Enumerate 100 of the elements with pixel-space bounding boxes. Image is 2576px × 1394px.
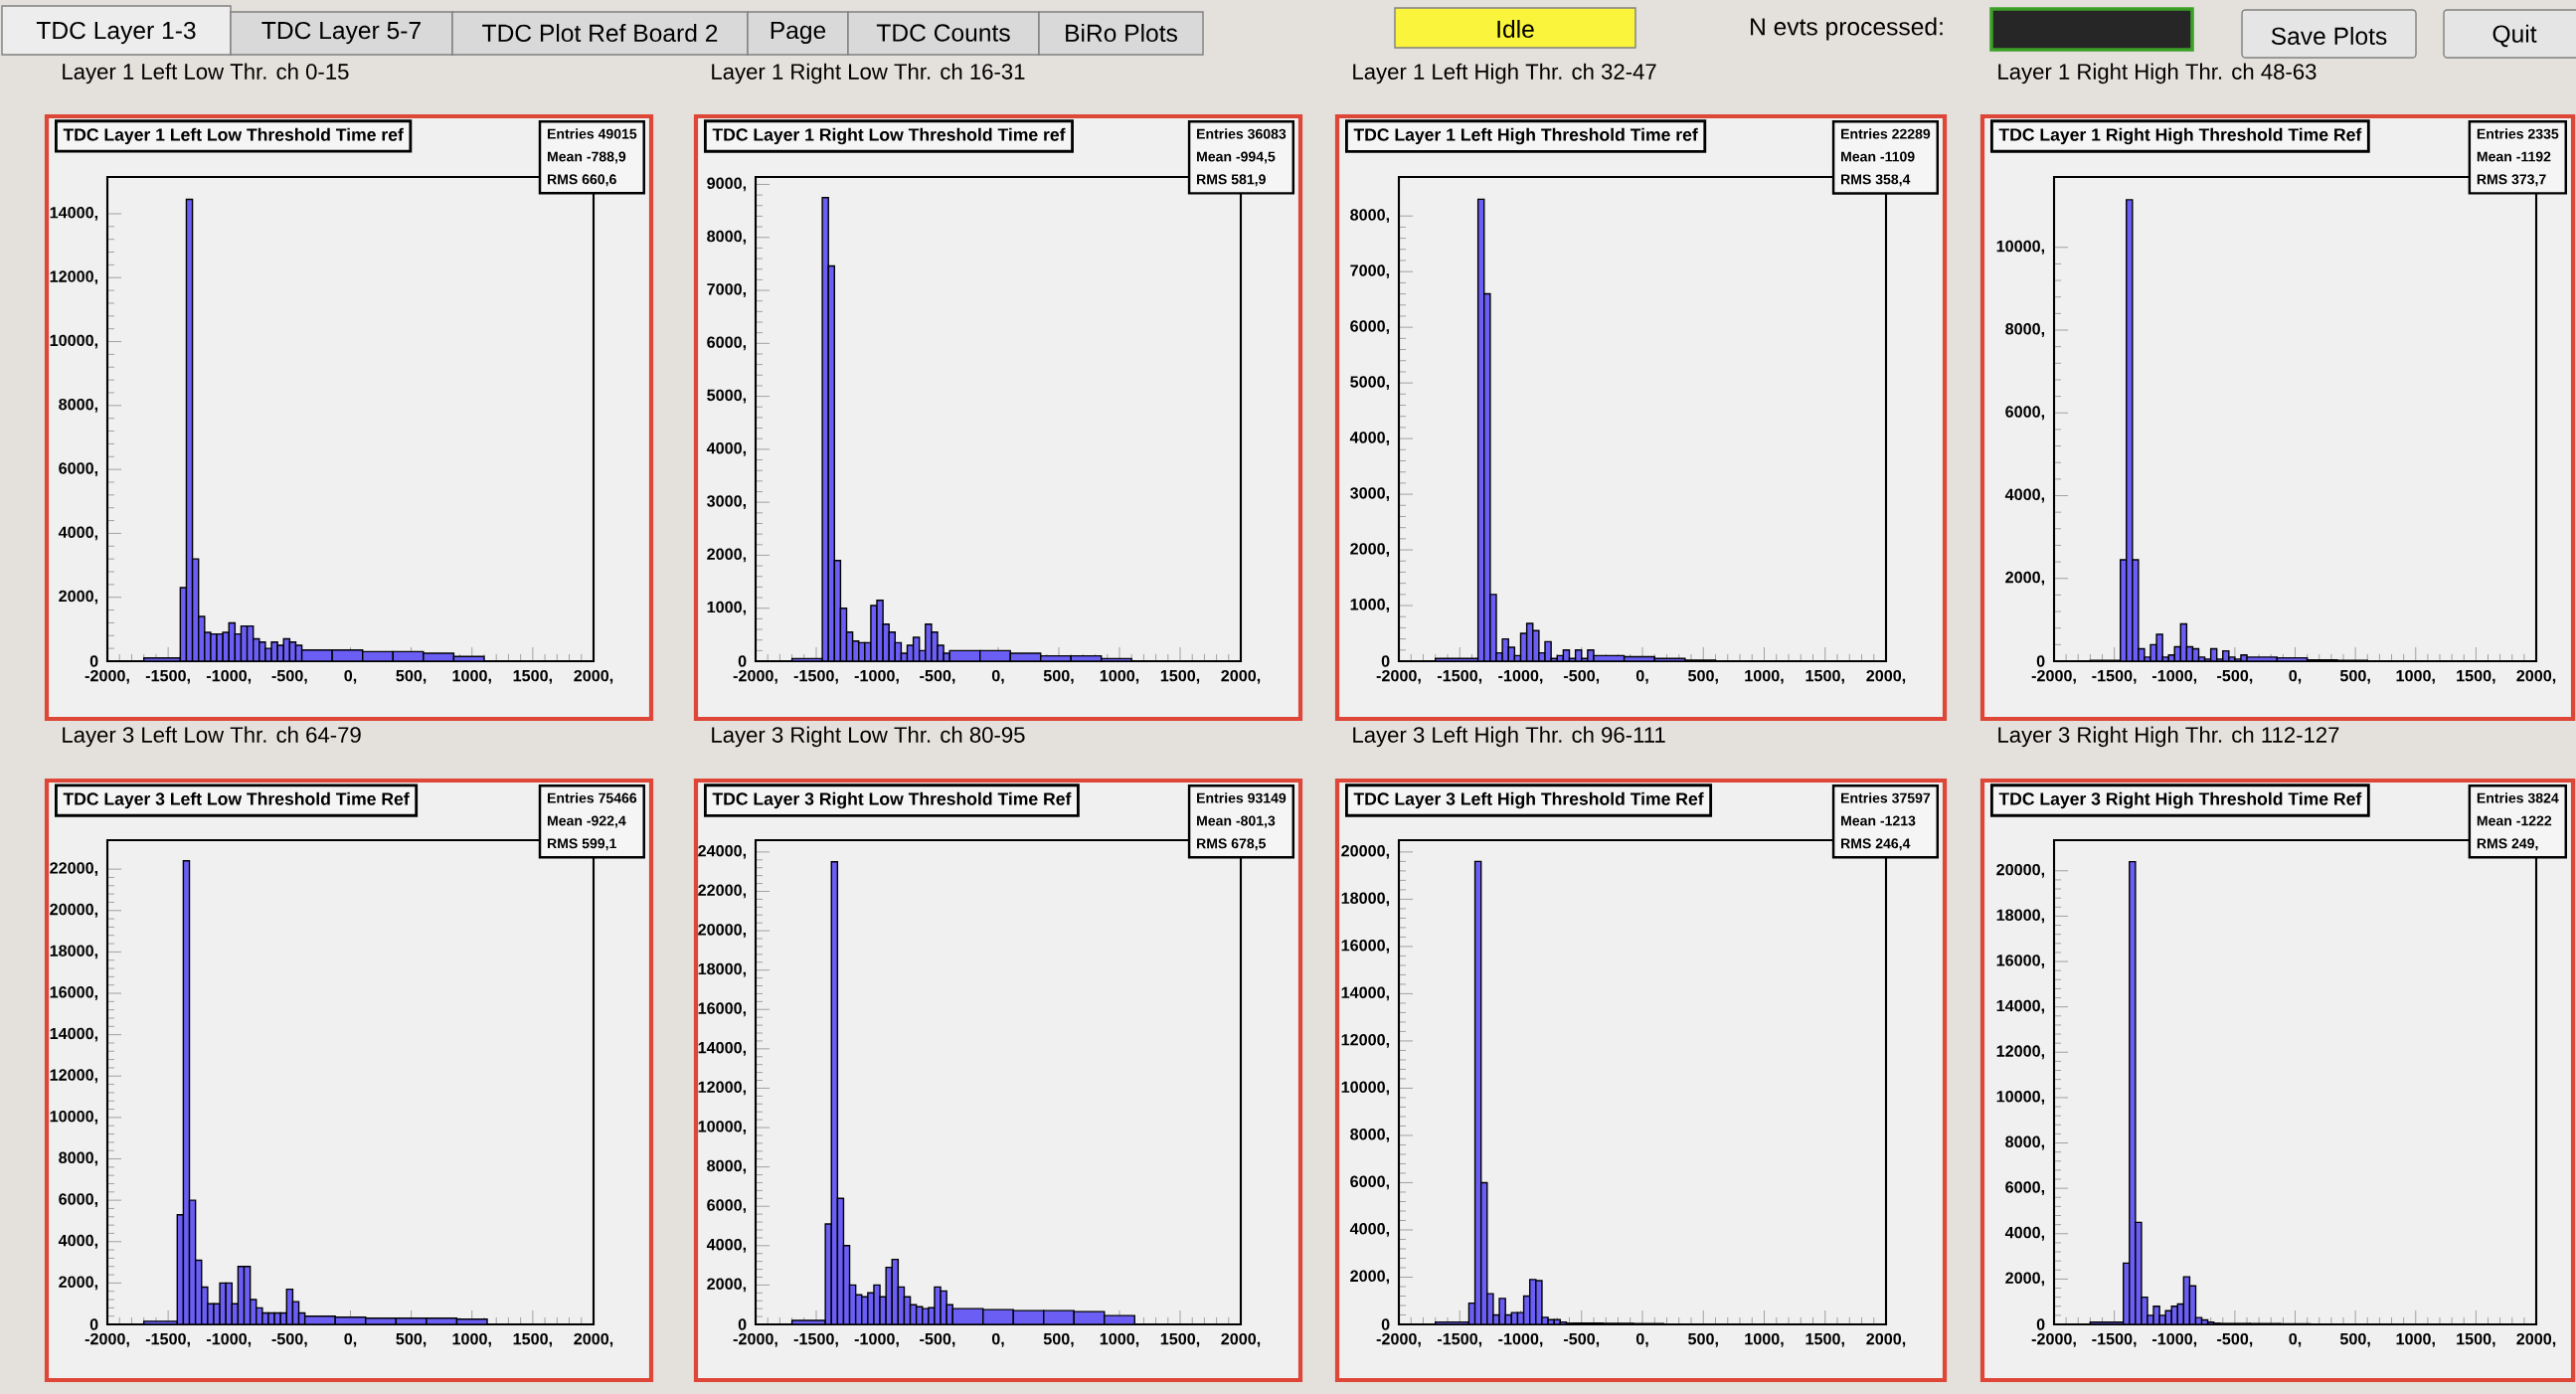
chart-title: Layer 1 Left High Thr. ch 32-47 [1353, 63, 1656, 85]
text: Mean -1192 [2477, 151, 2551, 162]
y-tick-label: 3000, [1350, 487, 1390, 501]
y-tick-label: 0 [738, 655, 747, 667]
y-tick-label: 2000, [1350, 543, 1390, 557]
y-tick-label: 2000, [2005, 1272, 2045, 1287]
y-tick-label: 20000, [50, 903, 98, 918]
y-tick-label: 10000, [50, 334, 98, 349]
y-tick-label: 18000, [698, 962, 747, 977]
x-tick-label: 0, [344, 669, 357, 684]
x-tick-label: 1500, [1805, 669, 1844, 684]
x-tick-label: 1000, [2396, 669, 2435, 684]
text: Entries 22289 [1841, 128, 1931, 139]
text: TDC Counts [876, 24, 1010, 42]
x-tick-label: -500, [2217, 1332, 2253, 1347]
x-tick-label: -2000, [733, 669, 777, 684]
chart-subtitle: TDC Layer 3 Left High Threshold Time Ref [1353, 791, 1704, 809]
y-tick-label: 0 [89, 655, 98, 667]
x-tick-label: -500, [2217, 669, 2253, 684]
y-tick-label: 4000, [1349, 1223, 1390, 1237]
y-tick-label: 8000, [2005, 323, 2045, 337]
x-tick-label: -2000, [85, 669, 129, 684]
x-tick-label: 1000, [2396, 1332, 2435, 1347]
y-tick-label: 18000, [1341, 892, 1390, 907]
x-tick-label: -500, [271, 669, 307, 684]
y-tick-label: 6000, [1350, 1175, 1390, 1190]
x-tick-label: 2000, [1221, 669, 1261, 684]
text: Mean -788,9 [547, 151, 626, 164]
x-tick-label: 0, [1635, 1332, 1648, 1347]
x-tick-label: -1000, [1498, 1332, 1543, 1347]
y-tick-label: 16000, [1996, 955, 2045, 968]
annotation: RMS 660,6 [547, 174, 616, 187]
x-tick-label: 500, [1043, 1332, 1074, 1347]
y-tick-label: 7000, [1350, 264, 1390, 279]
x-tick-label: -2000, [2031, 1332, 2076, 1347]
chart-subtitle: TDC Layer 1 Left High Threshold Time ref [1353, 127, 1698, 145]
x-tick-label: 500, [1688, 669, 1718, 684]
y-tick-label: 20000, [1341, 844, 1390, 859]
x-tick-label: -2000, [2031, 669, 2076, 684]
annotation: RMS 581,9 [1197, 174, 1266, 187]
x-tick-label: 1000, [1745, 669, 1784, 684]
text: Mean -922,4 [547, 815, 626, 828]
text: Entries 3824 [2477, 792, 2559, 803]
y-tick-label: 12000, [1341, 1034, 1390, 1048]
y-tick-label: 1000, [707, 601, 747, 615]
text: Page [771, 21, 826, 45]
x-tick-label: -1500, [145, 1332, 190, 1347]
y-tick-label: 4000, [58, 1234, 98, 1249]
y-tick-label: 2000, [2005, 571, 2045, 586]
y-tick-label: 5000, [707, 389, 747, 404]
x-tick-label: 1500, [513, 669, 553, 684]
x-tick-label: 1500, [2457, 1332, 2495, 1347]
y-tick-label: 6000, [1350, 320, 1390, 335]
annotation: RMS 373,7 [2477, 174, 2546, 187]
x-tick-label: 1000, [1745, 1332, 1784, 1347]
annotation: RMS 678,5 [1197, 838, 1267, 851]
x-tick-label: -2000, [85, 1332, 129, 1347]
x-tick-label: -1000, [2151, 669, 2197, 684]
y-tick-label: 0 [1381, 655, 1390, 667]
annotation: RMS 599,1 [547, 838, 616, 851]
text: Save Plots [2271, 26, 2387, 46]
y-tick-label: 4000, [1349, 432, 1390, 445]
x-tick-label: -500, [1563, 669, 1600, 684]
x-tick-label: -1000, [206, 669, 252, 684]
y-tick-label: 14000, [1996, 999, 2045, 1014]
text: Entries 37597 [1841, 792, 1931, 803]
y-tick-label: 14000, [50, 1027, 98, 1042]
x-tick-label: 0, [991, 1332, 1004, 1347]
text: Mean -1213 [1841, 815, 1916, 826]
y-tick-label: 9000, [707, 177, 747, 192]
y-tick-label: 20000, [698, 924, 747, 938]
text: Entries 36083 [1197, 128, 1287, 139]
x-tick-label: -1500, [2092, 669, 2137, 684]
y-tick-label: 14000, [1341, 986, 1390, 1001]
x-tick-label: 1000, [452, 669, 491, 684]
x-tick-label: -1500, [1437, 1332, 1482, 1347]
y-tick-label: 4000, [2004, 488, 2045, 503]
chart-title: Layer 1 Right Low Thr. ch 16-31 [712, 63, 1025, 85]
chart-subtitle: TDC Layer 3 Right High Threshold Time Ref [1998, 791, 2362, 809]
x-tick-label: 1500, [1805, 1332, 1844, 1347]
chart-title: Layer 3 Right High Thr. ch 112-127 [1998, 726, 2339, 748]
x-tick-label: 2000, [1866, 1332, 1906, 1347]
y-tick-label: 8000, [1350, 209, 1390, 224]
y-tick-label: 22000, [50, 862, 98, 876]
x-tick-label: -1000, [854, 669, 899, 684]
y-tick-label: 8000, [59, 1151, 98, 1166]
y-tick-label: 6000, [2005, 1181, 2045, 1196]
x-tick-label: -500, [920, 669, 955, 684]
x-tick-label: -1000, [1498, 669, 1543, 684]
x-tick-label: 500, [2339, 669, 2370, 684]
y-tick-label: 12000, [50, 270, 98, 285]
x-tick-label: 1500, [1160, 669, 1200, 684]
y-tick-label: 6000, [2005, 406, 2045, 421]
x-tick-label: -1500, [2092, 1332, 2137, 1347]
x-tick-label: 2000, [574, 669, 613, 684]
y-tick-label: 10000, [50, 1110, 98, 1125]
y-tick-label: 24000, [698, 844, 747, 859]
x-tick-label: 2000, [1221, 1332, 1261, 1347]
y-tick-label: 0 [1381, 1318, 1390, 1330]
x-tick-label: 2000, [2516, 669, 2556, 684]
